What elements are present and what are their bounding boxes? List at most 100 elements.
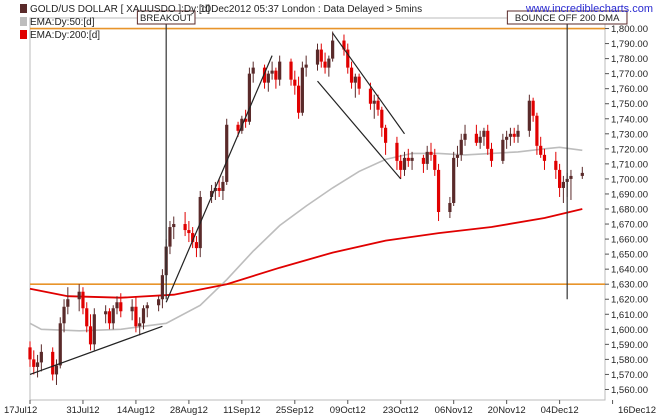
candle-body-85 — [478, 136, 482, 143]
y-axis: 1,800.00 1,790.00 1,780.00 1,770.00 1,760.00… — [605, 24, 648, 396]
x-tick-label-3: 28Aug12 — [170, 405, 208, 416]
y-tick-label-14: 1,660.00 — [611, 235, 648, 246]
y-tick-label-16: 1,640.00 — [611, 265, 648, 276]
candle-body-77 — [433, 154, 437, 170]
candle-body-12 — [88, 326, 93, 345]
candle-body-2 — [35, 362, 40, 367]
y-tick-label-9: 1,710.00 — [611, 159, 648, 170]
candle-body-22 — [141, 308, 146, 324]
candle-body-21 — [138, 323, 142, 327]
candle-body-51 — [296, 85, 301, 113]
candle-body-34 — [209, 190, 214, 197]
candle-body-66 — [376, 100, 380, 110]
candle-body-19 — [130, 306, 134, 312]
candle-body-41 — [244, 118, 248, 122]
candle-body-78 — [436, 169, 441, 213]
candle-body-67 — [380, 109, 384, 128]
candle-body-6 — [58, 323, 62, 366]
candle-body-1 — [32, 359, 36, 367]
candle-body-24 — [157, 299, 161, 306]
candle-body-48 — [278, 61, 282, 80]
candle-body-50 — [293, 79, 297, 86]
candle-body-83 — [463, 133, 467, 140]
annotation-label-0: BREAKOUT — [140, 13, 192, 24]
candle-body-23 — [145, 305, 149, 309]
reference-lines-layer — [30, 27, 605, 285]
candle-body-52 — [300, 67, 304, 113]
candle-body-73 — [410, 157, 414, 161]
candle-body-56 — [323, 61, 327, 68]
y-tick-label-7: 1,730.00 — [611, 129, 648, 140]
legend-swatch-ema50 — [20, 17, 27, 26]
candle-body-68 — [383, 127, 388, 143]
y-tick-label-2: 1,780.00 — [611, 54, 648, 65]
candle-body-55 — [319, 49, 323, 62]
candle-body-43 — [251, 67, 255, 74]
candle-body-82 — [459, 139, 463, 155]
y-tick-label-12: 1,680.00 — [611, 205, 648, 216]
trendline-0 — [29, 325, 163, 375]
candle-body-14 — [104, 311, 108, 315]
y-tick-label-10: 1,700.00 — [611, 174, 648, 185]
candle-body-57 — [327, 58, 331, 68]
candle-body-86 — [482, 130, 486, 137]
trendline-1 — [165, 55, 273, 303]
candle-body-64 — [368, 88, 373, 104]
candle-body-79 — [448, 202, 452, 213]
candle-body-7 — [62, 306, 66, 324]
y-tick-label-20: 1,600.00 — [611, 325, 648, 336]
candle-body-90 — [505, 136, 509, 140]
candle-body-17 — [115, 302, 119, 309]
candle-body-25 — [160, 275, 165, 300]
x-tick-label-9: 20Nov12 — [488, 405, 526, 416]
x-tick-label-2: 14Aug12 — [117, 405, 155, 416]
candle-body-15 — [107, 311, 112, 324]
candle-body-59 — [342, 40, 346, 50]
legend-label-ema200: EMA:Dy:200:[d] — [30, 30, 100, 41]
x-tick-label-8: 06Nov12 — [435, 405, 473, 416]
candles-layer — [28, 31, 584, 385]
candle-body-29 — [183, 224, 187, 231]
trendline-3 — [317, 80, 402, 180]
candle-body-0 — [28, 347, 32, 360]
chart-timestamp: 10Dec2012 05:37 London : Data Delayed > … — [200, 4, 422, 15]
candle-body-92 — [512, 133, 516, 137]
y-tick-label-23: 1,570.00 — [611, 370, 648, 381]
candle-body-65 — [372, 100, 376, 104]
candle-body-100 — [558, 169, 562, 188]
candle-body-30 — [187, 230, 191, 234]
brand-watermark[interactable]: www.incrediblecharts.com — [525, 3, 653, 15]
legend: GOLD/US DOLLAR [ XAUUSDO ]:Dy:[d] 10Dec2… — [20, 4, 422, 41]
x-tick-label-11: 16Dec12 — [618, 405, 656, 416]
annotation-label-1: BOUNCE OFF 200 DMA — [515, 13, 620, 24]
candle-body-81 — [455, 154, 460, 158]
candle-body-72 — [406, 157, 410, 161]
candle-body-9 — [77, 291, 81, 300]
candle-body-27 — [168, 227, 172, 247]
x-axis: 17Jul12 31Jul12 14Aug12 28Aug12 11Sep12 25Sep… — [4, 400, 656, 416]
candle-body-104 — [580, 172, 584, 176]
candle-body-37 — [221, 181, 225, 191]
x-tick-label-5: 25Sep12 — [276, 405, 314, 416]
candle-body-13 — [92, 314, 96, 345]
y-tick-label-19: 1,610.00 — [611, 310, 648, 321]
candle-body-38 — [225, 124, 229, 182]
candle-body-84 — [474, 133, 478, 143]
candle-body-97 — [539, 145, 543, 155]
candle-body-31 — [191, 233, 195, 243]
candle-body-93 — [516, 130, 520, 137]
candle-body-80 — [452, 157, 456, 203]
candle-body-3 — [39, 351, 43, 363]
candle-body-32 — [194, 242, 199, 249]
candle-body-70 — [399, 160, 403, 170]
y-tick-label-11: 1,690.00 — [611, 189, 648, 200]
candle-body-5 — [54, 365, 59, 375]
candle-body-71 — [402, 157, 407, 170]
trendlines-layer — [29, 32, 405, 375]
candle-body-76 — [429, 151, 433, 155]
candle-body-99 — [554, 160, 558, 170]
candle-body-91 — [508, 133, 513, 137]
y-tick-label-18: 1,620.00 — [611, 295, 648, 306]
y-tick-label-1: 1,790.00 — [611, 39, 648, 50]
